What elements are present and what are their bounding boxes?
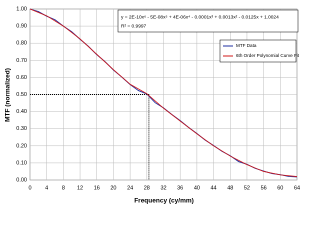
x-tick-label: 24 [127,185,133,191]
x-tick-label: 64 [294,185,300,191]
series-line [29,8,298,177]
y-tick-label: 0.80 [16,41,27,47]
x-tick-label: 52 [244,185,250,191]
x-tick-label: 36 [177,185,183,191]
y-tick-label: 0.10 [16,160,27,166]
chart: Frequency (cy/mm) MTF (normalized) 0.000… [4,6,301,205]
x-tick-label: 0 [28,185,31,191]
y-axis-label: MTF (normalized) [5,68,12,122]
y-tick-label: 0.40 [16,109,27,115]
y-tick-label: 0.50 [16,92,27,98]
y-tick-label: 0.70 [16,58,27,64]
x-tick-label: 12 [77,185,83,191]
y-tick-label: 1.00 [16,6,27,12]
equation: y = 2E-10x⁶ - 5E-08x⁵ + 4E-06x⁴ - 0.0001… [121,14,279,20]
legend [219,39,297,63]
equation-box [117,9,299,33]
y-tick-label: 0.90 [16,24,27,30]
x-tick-label: 28 [144,185,150,191]
legend-label: MTF Data [236,43,257,48]
y-tick-label: 0.00 [16,177,27,183]
x-axis-label: Frequency (cy/mm) [134,198,194,205]
y-tick-label: 0.20 [16,143,27,149]
legend-label: 6th Order Polynomial Curve Fit [236,53,300,58]
x-tick-label: 8 [62,185,65,191]
r-squared: R² = 0.9997 [121,23,147,29]
x-tick-label: 48 [227,185,233,191]
x-tick-label: 20 [110,185,116,191]
reference-line [30,94,150,180]
page: Frequency (cy/mm) MTF (normalized) 0.00 0… [4,6,301,205]
x-tick-label: 32 [160,185,166,191]
x-tick-label: 44 [211,185,217,191]
x-tick-label: 16 [94,185,100,191]
x-tick-label: 40 [194,185,200,191]
x-tick-label: 60 [277,185,283,191]
y-tick-label: 0.60 [16,75,27,81]
y-tick-label: 0.30 [16,126,27,132]
x-tick-label: 4 [45,185,48,191]
x-tick-label: 56 [261,185,267,191]
